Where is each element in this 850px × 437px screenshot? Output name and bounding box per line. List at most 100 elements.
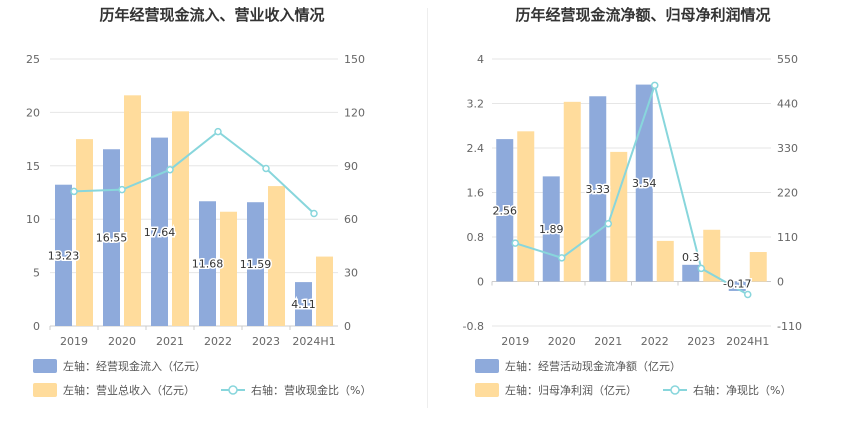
bar	[749, 252, 767, 282]
x-axis-tick: 2021	[594, 335, 622, 348]
legend-label: 左轴：营业总收入（亿元）	[63, 383, 195, 397]
chart-title: 历年经营现金流入、营业收入情况	[99, 6, 324, 24]
ratio-point	[70, 187, 78, 196]
right-axis-tick: 30	[344, 267, 358, 280]
legend-swatch-marker	[670, 385, 680, 395]
left-axis-tick: 4	[477, 53, 484, 66]
data-label: 13.23	[48, 249, 80, 262]
data-label: 0.3	[682, 251, 700, 264]
legend-swatch	[475, 383, 499, 397]
x-axis-tick: 2022	[641, 335, 669, 348]
bar	[247, 202, 264, 326]
bar	[517, 131, 535, 282]
right-axis-tick: 60	[344, 213, 358, 226]
left-axis-tick: 0	[33, 320, 40, 333]
legend-label: 右轴：净现比（%）	[693, 383, 791, 397]
bar	[316, 256, 333, 326]
bar	[610, 151, 628, 282]
left-axis-tick: 5	[33, 267, 40, 280]
bar	[172, 111, 189, 326]
data-label: 11.68	[192, 258, 224, 271]
x-axis-tick: 2023	[687, 335, 715, 348]
right-axis-tick: 120	[344, 106, 365, 119]
legend-swatch	[33, 359, 57, 373]
left-axis-tick: 3.2	[467, 98, 485, 111]
data-label: 1.89	[539, 223, 564, 236]
right-axis-tick: 110	[777, 231, 798, 244]
left-axis-tick: -0.8	[463, 320, 484, 333]
right-axis-tick: 150	[344, 53, 365, 66]
ratio-point	[744, 290, 752, 299]
ratio-point	[558, 254, 566, 262]
x-axis-tick: 2021	[156, 335, 184, 348]
data-label: 11.59	[240, 258, 272, 271]
bar	[496, 139, 514, 282]
bar	[220, 211, 237, 326]
bar	[76, 139, 93, 326]
bar	[295, 282, 312, 326]
right-axis-tick: 550	[777, 53, 798, 66]
bar	[103, 149, 120, 326]
data-label: 4.11	[291, 298, 316, 311]
ratio-point	[511, 239, 519, 247]
right-axis-tick: 0	[344, 320, 351, 333]
legend-label: 右轴：营收现金比（%）	[251, 383, 371, 397]
left-axis-tick: 10	[26, 213, 40, 226]
x-axis-tick: 2019	[501, 335, 529, 348]
data-label: -0.17	[723, 278, 751, 291]
bar	[151, 137, 168, 326]
chart-title: 历年经营现金流净额、归母净利润情况	[515, 6, 770, 24]
bar	[656, 240, 674, 282]
data-label: 3.54	[632, 177, 657, 190]
left-axis-tick: 1.6	[467, 187, 485, 200]
bar	[703, 229, 721, 282]
legend-label: 左轴：经营现金流入（亿元）	[63, 359, 206, 373]
left-axis-tick: 2.4	[467, 142, 485, 155]
left-axis-tick: 0	[477, 276, 484, 289]
bar	[124, 95, 141, 326]
left-axis-tick: 25	[26, 53, 40, 66]
ratio-point	[651, 81, 659, 90]
x-axis-tick: 2022	[204, 335, 232, 348]
data-label: 3.33	[586, 183, 611, 196]
legend-swatch-marker	[228, 385, 238, 395]
bar	[728, 281, 746, 291]
ratio-point	[214, 127, 222, 136]
legend-swatch	[33, 383, 57, 397]
x-axis-tick: 2024H1	[292, 335, 335, 348]
legend-label: 左轴：经营活动现金流净额（亿元）	[505, 359, 681, 373]
x-axis-tick: 2024H1	[726, 335, 769, 348]
data-label: 2.56	[493, 204, 518, 217]
cash-inflow-revenue-chart: 历年经营现金流入、营业收入情况 0 5 10 15 20 25 0 30 60 90 120 150 20…	[26, 6, 371, 397]
ratio-point	[166, 165, 174, 174]
x-axis-tick: 2023	[252, 335, 280, 348]
ratio-point	[310, 209, 318, 218]
right-axis-tick: 330	[777, 142, 798, 155]
legend-label: 左轴：归母净利润（亿元）	[505, 383, 637, 397]
right-axis-tick: 440	[777, 98, 798, 111]
bar	[563, 101, 581, 282]
right-axis-tick: -110	[777, 320, 802, 333]
ratio-line	[514, 81, 749, 296]
x-axis-tick: 2020	[548, 335, 576, 348]
left-axis-tick: 0.8	[467, 231, 485, 244]
bar	[55, 184, 72, 326]
net-cashflow-profit-chart: 历年经营现金流净额、归母净利润情况 -0.8 0 0.8 1.6 2.4 3.2 4 -110 0…	[463, 6, 802, 397]
ratio-point	[262, 164, 270, 173]
ratio-point	[118, 185, 126, 194]
x-axis-tick: 2019	[60, 335, 88, 348]
bar	[199, 201, 216, 326]
left-axis-tick: 20	[26, 106, 40, 119]
bar	[635, 84, 653, 282]
data-label: 17.64	[144, 226, 176, 239]
bar	[268, 186, 285, 326]
right-axis-tick: 220	[777, 187, 798, 200]
ratio-point	[697, 264, 705, 273]
data-label: 16.55	[96, 232, 128, 245]
right-axis-tick: 90	[344, 160, 358, 173]
x-axis-tick: 2020	[108, 335, 136, 348]
legend-swatch	[475, 359, 499, 373]
ratio-point	[604, 219, 612, 228]
panel-divider	[427, 8, 428, 408]
